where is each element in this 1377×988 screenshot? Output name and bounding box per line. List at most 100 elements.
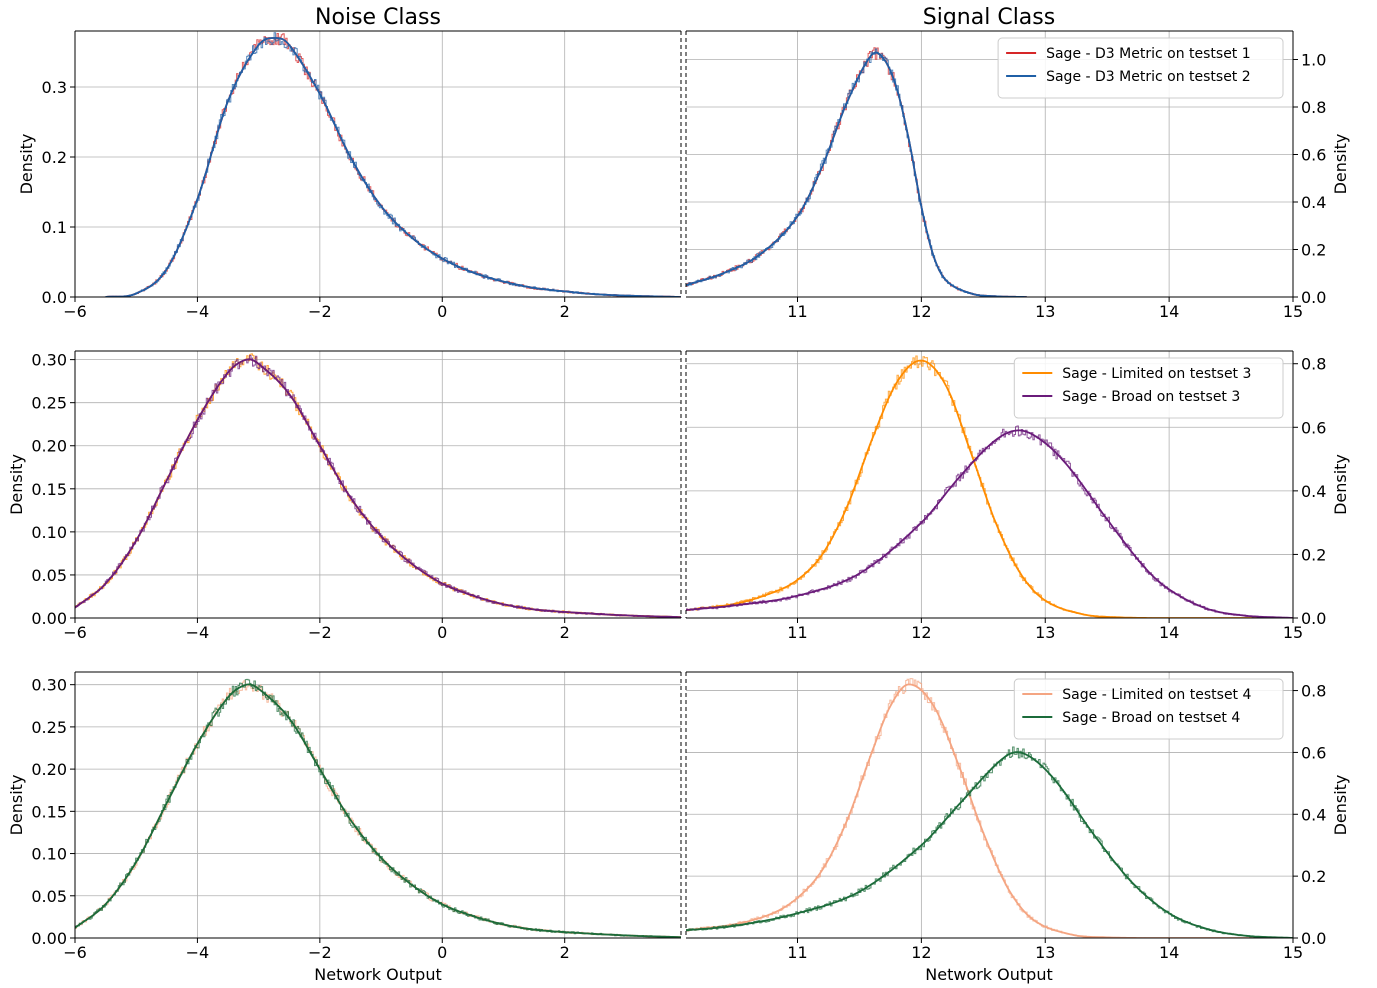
y-tick-label: 0.1 bbox=[42, 218, 67, 237]
legend-box bbox=[1013, 357, 1284, 419]
axes-frame bbox=[685, 671, 1294, 939]
y-tick-label: 0.3 bbox=[42, 78, 67, 97]
series-1-density-line bbox=[686, 683, 1293, 938]
x-tick-label: 15 bbox=[1283, 302, 1303, 321]
x-tick-label: 14 bbox=[1159, 943, 1179, 962]
x-tick-label: 2 bbox=[560, 302, 570, 321]
x-tick-label: −2 bbox=[308, 623, 332, 642]
y-tick-label: 0.0 bbox=[42, 288, 67, 307]
y-tick-label: 0.4 bbox=[1301, 193, 1326, 212]
x-tick-label: 12 bbox=[911, 302, 931, 321]
y-tick-label: 0.20 bbox=[31, 437, 67, 456]
series-2-histogram bbox=[75, 32, 681, 297]
panel-row2-noise: −6 −4 −2 0 2 0.00 0.05 0.10 0.15 0.20 0.25 0.30 Dens… bbox=[7, 350, 682, 642]
x-tick-label: 11 bbox=[787, 302, 807, 321]
axes-frame bbox=[74, 30, 682, 298]
y-axis-label: Density bbox=[7, 775, 26, 836]
y-axis-label: Density bbox=[1331, 454, 1350, 515]
series-1-density-line bbox=[686, 51, 1027, 297]
series-1-density-line bbox=[75, 683, 681, 938]
column-title-signal: Signal Class bbox=[923, 5, 1055, 30]
y-tick-label: 0.4 bbox=[1301, 805, 1326, 824]
y-tick-label: 0.20 bbox=[31, 760, 67, 779]
x-tick-label: 2 bbox=[560, 943, 570, 962]
y-tick-label: 0.30 bbox=[31, 351, 67, 370]
x-tick-label: 11 bbox=[787, 623, 807, 642]
y-tick-label: 0.15 bbox=[31, 802, 67, 821]
column-title-noise: Noise Class bbox=[315, 5, 441, 30]
x-tick-label: −4 bbox=[186, 943, 210, 962]
xlabel-signal: Network Output bbox=[925, 965, 1052, 984]
legend-label: Sage - Limited on testset 4 bbox=[1062, 687, 1251, 703]
x-tick-label: 15 bbox=[1283, 943, 1303, 962]
legend-label: Sage - D3 Metric on testset 1 bbox=[1046, 46, 1251, 62]
x-tick-label: 14 bbox=[1159, 302, 1179, 321]
x-tick-label: 13 bbox=[1035, 302, 1055, 321]
plot-area bbox=[75, 353, 681, 618]
x-tick-label: 13 bbox=[1035, 623, 1055, 642]
series-1-histogram bbox=[75, 33, 681, 297]
y-tick-label: 0.2 bbox=[1301, 867, 1326, 886]
series-2-density-line bbox=[686, 51, 1027, 297]
plot-area bbox=[686, 355, 1293, 618]
y-axis-label: Density bbox=[7, 454, 26, 515]
y-tick-label: 0.6 bbox=[1301, 146, 1326, 165]
series-1-density-line bbox=[686, 359, 1293, 618]
x-tick-label: −2 bbox=[308, 943, 332, 962]
axes-frame bbox=[685, 30, 1294, 298]
legend-label: Sage - Broad on testset 4 bbox=[1062, 710, 1240, 726]
x-tick-label: 0 bbox=[437, 943, 447, 962]
plot-area bbox=[686, 47, 1293, 297]
y-tick-label: 0.00 bbox=[31, 609, 67, 628]
y-tick-label: 0.6 bbox=[1301, 743, 1326, 762]
x-tick-label: −6 bbox=[63, 943, 87, 962]
panel-row1-noise: −6 −4 −2 0 2 0.0 0.1 0.2 0.3 Density bbox=[17, 30, 682, 321]
y-axis-label: Density bbox=[1331, 134, 1350, 195]
series-2-histogram bbox=[686, 425, 1293, 618]
plot-area bbox=[75, 32, 681, 297]
x-tick-label: 14 bbox=[1159, 623, 1179, 642]
y-tick-label: 0.8 bbox=[1301, 682, 1326, 701]
panel-row3-signal: 11 12 13 14 150.0 0.2 0.4 0.6 0.8 Density Sage - L… bbox=[685, 671, 1350, 962]
series-2-density-line bbox=[105, 37, 681, 297]
x-tick-label: −4 bbox=[186, 623, 210, 642]
panel-row2-signal: 11 12 13 14 150.0 0.2 0.4 0.6 0.8 Density Sage - L… bbox=[685, 350, 1350, 642]
y-tick-label: 0.10 bbox=[31, 845, 67, 864]
x-tick-label: 2 bbox=[560, 623, 570, 642]
series-2-histogram bbox=[686, 746, 1293, 938]
y-axis-label: Density bbox=[1331, 775, 1350, 836]
x-tick-label: 12 bbox=[911, 943, 931, 962]
x-tick-label: 0 bbox=[437, 623, 447, 642]
axes-frame bbox=[685, 350, 1294, 619]
panel-row3-noise: −6 −4 −2 0 2 0.00 0.05 0.10 0.15 0.20 0.25 0.30 Dens… bbox=[7, 671, 682, 962]
y-tick-label: 0.30 bbox=[31, 676, 67, 695]
axes-frame bbox=[74, 671, 682, 939]
y-tick-label: 0.2 bbox=[1301, 545, 1326, 564]
x-tick-label: 11 bbox=[787, 943, 807, 962]
y-tick-label: 0.4 bbox=[1301, 482, 1326, 501]
y-tick-label: 0.6 bbox=[1301, 418, 1326, 437]
series-1-density-line bbox=[75, 358, 681, 618]
legend-box bbox=[1013, 678, 1284, 740]
legend-box bbox=[997, 37, 1284, 99]
y-tick-label: 0.8 bbox=[1301, 355, 1326, 374]
series-1-histogram bbox=[686, 355, 1293, 618]
y-tick-label: 0.10 bbox=[31, 523, 67, 542]
x-tick-label: −4 bbox=[186, 302, 210, 321]
y-tick-label: 0.05 bbox=[31, 887, 67, 906]
panel-row1-signal: 11 12 13 14 150.0 0.2 0.4 0.6 0.8 1.0 Density Sage … bbox=[685, 30, 1350, 321]
y-tick-label: 0.15 bbox=[31, 480, 67, 499]
x-tick-label: 15 bbox=[1283, 623, 1303, 642]
legend-label: Sage - Broad on testset 3 bbox=[1062, 389, 1240, 405]
x-tick-label: −6 bbox=[63, 623, 87, 642]
legend: Sage - Limited on testset 4 Sage - Broad … bbox=[1013, 678, 1284, 740]
y-tick-label: 0.8 bbox=[1301, 98, 1326, 117]
y-tick-label: 1.0 bbox=[1301, 51, 1326, 70]
series-2-density-line bbox=[686, 751, 1293, 938]
y-tick-label: 0.25 bbox=[31, 718, 67, 737]
x-tick-label: −2 bbox=[308, 302, 332, 321]
y-tick-label: 0.0 bbox=[1301, 609, 1326, 628]
y-axis-label: Density bbox=[17, 134, 36, 195]
